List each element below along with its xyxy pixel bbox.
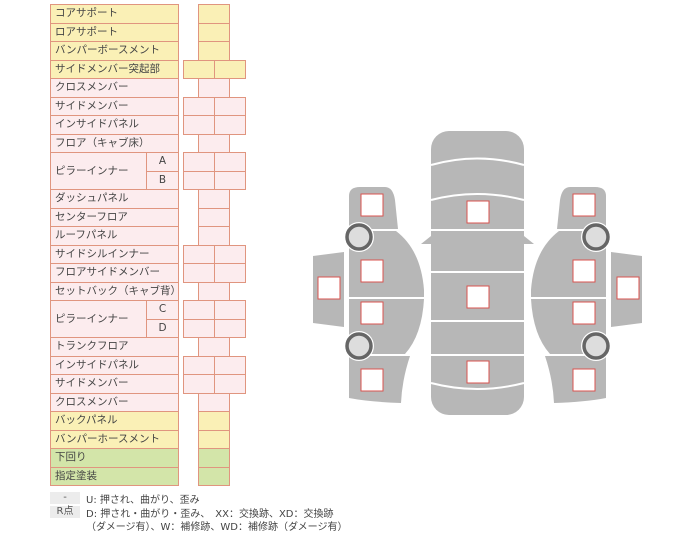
- legend-key-dash: -: [50, 492, 80, 504]
- entry-cell-right[interactable]: [214, 115, 246, 135]
- inspection-mark-box[interactable]: [317, 276, 341, 300]
- legend-text-d-cont: （ダメージ有）、W：補修跡、WD：補修跡（ダメージ有）: [86, 522, 348, 533]
- legend-text-u: U: 押され、曲がり、歪み: [86, 495, 200, 506]
- wheel-icon: [345, 332, 373, 360]
- wheel-icon: [345, 223, 373, 251]
- inspection-mark-box[interactable]: [466, 360, 490, 384]
- inspection-mark-box[interactable]: [572, 259, 596, 283]
- row-label: サイドシルインナー: [50, 244, 179, 264]
- inspection-mark-box[interactable]: [572, 368, 596, 392]
- row-sub-label: C: [146, 300, 179, 320]
- row-label: バンパーホースメント: [50, 429, 179, 449]
- row-label: サイドメンバー突起部: [50, 59, 179, 79]
- entry-cell-right[interactable]: [214, 318, 246, 338]
- row-label: クロスメンバー: [50, 392, 179, 412]
- inspection-mark-box[interactable]: [466, 285, 490, 309]
- row-label: クロスメンバー: [50, 78, 179, 98]
- row-label: サイドメンバー: [50, 96, 179, 116]
- inspection-mark-box[interactable]: [572, 193, 596, 217]
- inspection-mark-box[interactable]: [360, 259, 384, 283]
- row-label: フロア（キャブ床）: [50, 133, 179, 153]
- row-label: センターフロア: [50, 207, 179, 227]
- body-divider: [430, 382, 525, 390]
- inspection-mark-box[interactable]: [572, 301, 596, 325]
- row-label: フロアサイドメンバー: [50, 263, 179, 283]
- entry-cell-right[interactable]: [214, 263, 246, 283]
- body-divider: [430, 157, 525, 166]
- wheel-icon: [582, 332, 610, 360]
- row-label: バックパネル: [50, 411, 179, 431]
- body-divider: [430, 193, 525, 201]
- legend-text-d: D: 押され・曲がり・歪み、 XX：交換跡、XD：交換跡: [86, 509, 334, 520]
- entry-cell-right[interactable]: [214, 59, 246, 79]
- row-sub-label: A: [146, 152, 179, 172]
- inspection-mark-box[interactable]: [616, 276, 640, 300]
- entry-cell-right[interactable]: [214, 170, 246, 190]
- inspection-mark-box[interactable]: [466, 200, 490, 224]
- inspection-mark-box[interactable]: [360, 301, 384, 325]
- entry-cell[interactable]: [198, 466, 230, 486]
- entry-cell-right[interactable]: [214, 374, 246, 394]
- row-label: 指定塗装: [50, 466, 179, 486]
- inspection-mark-box[interactable]: [360, 193, 384, 217]
- row-label: ピラーインナー: [50, 300, 147, 338]
- row-label: ピラーインナー: [50, 152, 147, 190]
- legend-key-r: R点: [50, 506, 80, 518]
- row-label: インサイドパネル: [50, 115, 179, 135]
- row-label: バンパーボースメント: [50, 41, 179, 61]
- wheel-icon: [582, 223, 610, 251]
- inspection-mark-box[interactable]: [360, 368, 384, 392]
